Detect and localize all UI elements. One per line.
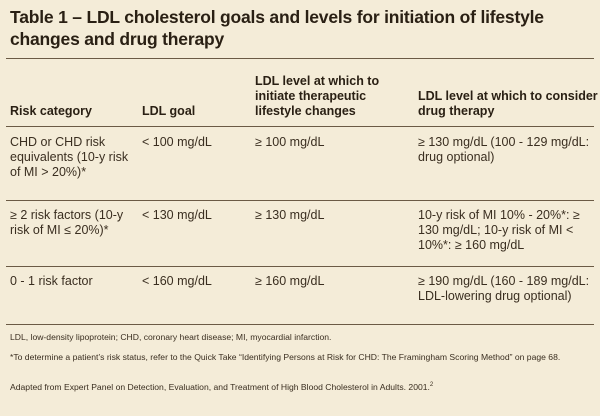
column-header-drug-threshold: LDL level at which to consider drug ther… [418, 89, 598, 118]
row2-tlc-threshold: ≥ 130 mg/dL [255, 208, 325, 222]
row2-drug-threshold: 10-y risk of MI 10% - 20%*: ≥ 130 mg/dL;… [418, 208, 580, 252]
row2-divider [6, 266, 594, 267]
table-title: Table 1 – LDL cholesterol goals and leve… [10, 7, 544, 49]
row1-risk-category: CHD or CHD risk equivalents (10-y risk o… [10, 135, 129, 179]
footnote-abbreviations: LDL, low-density lipoprotein; CHD, coron… [10, 332, 332, 342]
row1-tlc-threshold: ≥ 100 mg/dL [255, 135, 325, 149]
row3-ldl-goal: < 160 mg/dL [142, 274, 212, 288]
column-header-risk-category: Risk category [10, 104, 92, 118]
column-header-tlc-threshold: LDL level at which to initiate therapeut… [255, 74, 380, 118]
header-bottom-rule [6, 126, 594, 127]
footnote-source: Adapted from Expert Panel on Detection, … [10, 381, 594, 393]
footnote-source-reference: 2 [429, 382, 434, 389]
footnote-risk-status: *To determine a patient’s risk status, r… [10, 352, 561, 362]
row1-ldl-goal: < 100 mg/dL [142, 135, 212, 149]
footnote-source-text: Adapted from Expert Panel on Detection, … [10, 382, 430, 392]
row3-risk-category: 0 - 1 risk factor [10, 274, 93, 288]
row2-risk-category: ≥ 2 risk factors (10-y risk of MI ≤ 20%)… [10, 208, 124, 237]
column-header-ldl-goal: LDL goal [142, 104, 196, 118]
row2-ldl-goal: < 130 mg/dL [142, 208, 212, 222]
row1-divider [6, 200, 594, 201]
row1-drug-threshold: ≥ 130 mg/dL (100 - 129 mg/dL: drug optio… [418, 135, 590, 164]
table-bottom-rule [6, 324, 594, 325]
row3-drug-threshold: ≥ 190 mg/dL (160 - 189 mg/dL: LDL-loweri… [418, 274, 590, 303]
row3-tlc-threshold: ≥ 160 mg/dL [255, 274, 325, 288]
header-top-rule [6, 58, 594, 59]
